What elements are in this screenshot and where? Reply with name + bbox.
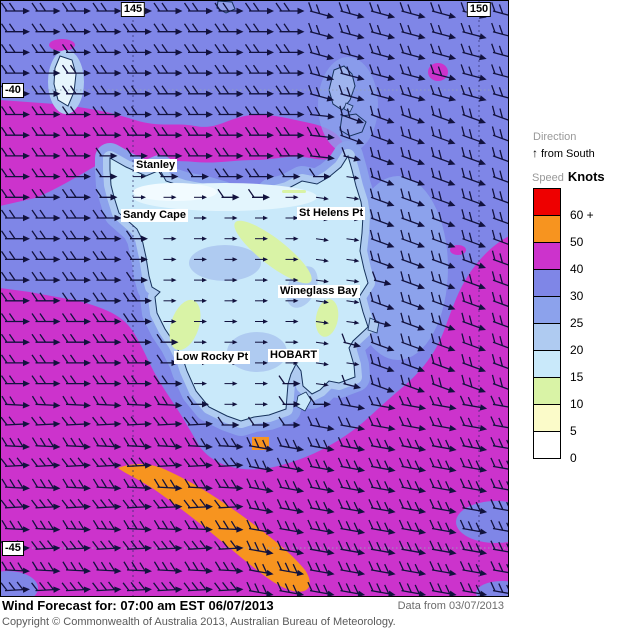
place-label-stanley: Stanley: [134, 159, 178, 172]
patch-20-25kt: [189, 245, 261, 281]
place-label-hobart: HOBART: [268, 349, 320, 362]
place-label-st-helens-pt: St Helens Pt: [297, 207, 366, 220]
scale-box-30: [533, 269, 561, 297]
scale-box-60+: [533, 188, 561, 216]
parallel-label: -40: [2, 83, 24, 98]
scale-tick-label: 5: [570, 424, 577, 438]
region-40-50kt-north: [0, 100, 345, 206]
legend-speed-word: Speed: [532, 172, 564, 184]
scale-box-5: [533, 404, 561, 432]
scale-box-10: [533, 377, 561, 405]
region-50-60kt: [118, 464, 310, 592]
scale-tick-label: 20: [570, 343, 584, 357]
wind-map: 145 150 -40 -45 Stanley Sandy Cape St Helens …: [0, 0, 509, 597]
scale-box-20: [533, 323, 561, 351]
region-40-50kt-south: [0, 236, 509, 597]
patch-10-15kt: [282, 190, 306, 193]
legend: Direction ↑ from South Speed Knots 60 +50 4…: [509, 0, 625, 597]
patch-10-15kt: [315, 299, 339, 337]
scale-tick-label: 60 +: [570, 208, 594, 222]
scale-box-50: [533, 215, 561, 243]
place-label-sandy-cape: Sandy Cape: [121, 209, 188, 222]
north-arrow-icon: ↑: [532, 146, 538, 160]
scale-tick-label: 10: [570, 397, 584, 411]
scale-tick-label: 15: [570, 370, 584, 384]
scale-box-40: [533, 242, 561, 270]
map-canvas: [0, 0, 509, 597]
map-border: [0, 0, 509, 597]
legend-direction-text: from South: [541, 148, 595, 160]
footer-copyright: Copyright © Commonwealth of Australia 20…: [2, 616, 396, 628]
wind-barb-field: [0, 2, 509, 597]
scale-tick-label: 40: [570, 262, 584, 276]
scale-tick-label: 0: [570, 451, 577, 465]
place-label-wineglass-bay: Wineglass Bay: [278, 285, 360, 298]
footer-title: Wind Forecast for: 07:00 am EST 06/07/20…: [2, 598, 274, 613]
patch-10-15kt: [234, 220, 312, 284]
legend-speed-label: Speed Knots: [532, 169, 605, 184]
place-label-low-rocky-pt: Low Rocky Pt: [174, 351, 251, 364]
legend-direction-label: Direction: [533, 131, 577, 143]
legend-direction-note: ↑ from South: [532, 146, 595, 160]
patch-10-15kt: [169, 299, 201, 351]
patch-white-north: [133, 183, 217, 201]
parallel-label: -45: [2, 541, 24, 556]
region-40-50kt-blob: [49, 39, 75, 51]
scale-tick-label: 30: [570, 289, 584, 303]
scale-tick-label: 50: [570, 235, 584, 249]
pocket-30-40kt: [456, 501, 509, 543]
meridian-label: 145: [120, 2, 146, 17]
scale-box-0: [533, 431, 561, 459]
legend-units-word: Knots: [567, 169, 605, 184]
meridian-label: 150: [466, 2, 492, 17]
scale-box-15: [533, 350, 561, 378]
scale-box-25: [533, 296, 561, 324]
scale-tick-label: 25: [570, 316, 584, 330]
king-island: [48, 50, 84, 114]
footer-data-from: Data from 03/07/2013: [397, 600, 504, 612]
